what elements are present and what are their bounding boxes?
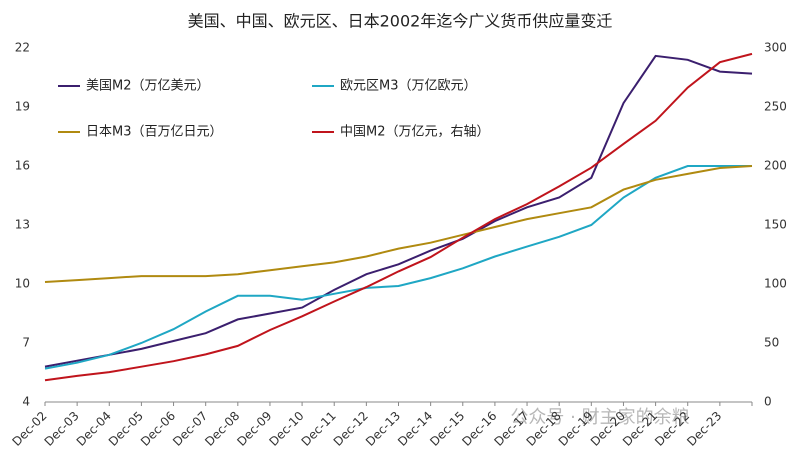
x-tick-label: Dec-02: [9, 409, 49, 449]
legend-label: 中国M2（万亿元，右轴）: [340, 125, 490, 140]
y-tick-label: 16: [15, 159, 30, 173]
legend-label: 日本M3（百万亿日元）: [86, 125, 223, 140]
x-tick-label: Dec-12: [331, 409, 371, 449]
x-tick-label: Dec-08: [202, 409, 242, 449]
y2-tick-label: 250: [764, 100, 787, 114]
x-tick-label: Dec-14: [395, 409, 435, 449]
x-tick-label: Dec-05: [106, 409, 146, 449]
chart-title: 美国、中国、欧元区、日本2002年迄今广义货币供应量变迁: [188, 12, 613, 31]
y-tick-label: 7: [22, 336, 30, 350]
y-tick-label: 13: [15, 218, 30, 232]
y2-tick-label: 50: [764, 336, 779, 350]
series-line: [44, 54, 753, 368]
legend-label: 欧元区M3（万亿欧元）: [340, 79, 477, 94]
x-tick-label: Dec-15: [427, 409, 467, 449]
y2-tick-label: 100: [764, 277, 787, 291]
y2-tick-label: 300: [764, 41, 787, 55]
watermark: 公众号 · 财主家的余粮: [510, 407, 689, 428]
y2-tick-label: 0: [764, 395, 772, 409]
y-tick-label: 4: [22, 395, 30, 409]
x-tick-label: Dec-03: [42, 409, 82, 449]
x-tick-label: Dec-23: [684, 409, 724, 449]
x-tick-label: Dec-13: [363, 409, 403, 449]
y-tick-label: 19: [15, 100, 30, 114]
x-tick-label: Dec-10: [267, 409, 307, 449]
y2-tick-label: 200: [764, 159, 787, 173]
y2-tick-label: 150: [764, 218, 787, 232]
series-line: [44, 165, 752, 370]
y-tick-label: 10: [15, 277, 30, 291]
x-tick-label: Dec-06: [138, 409, 178, 449]
legend-label: 美国M2（万亿美元）: [86, 79, 210, 94]
series-line: [44, 52, 753, 382]
x-tick-label: Dec-16: [459, 409, 499, 449]
x-tick-label: Dec-07: [170, 409, 210, 449]
x-tick-label: Dec-11: [299, 409, 339, 449]
series-line: [44, 165, 753, 283]
x-tick-label: Dec-04: [74, 409, 114, 449]
x-tick-label: Dec-09: [234, 409, 274, 449]
y-tick-label: 22: [15, 41, 30, 55]
